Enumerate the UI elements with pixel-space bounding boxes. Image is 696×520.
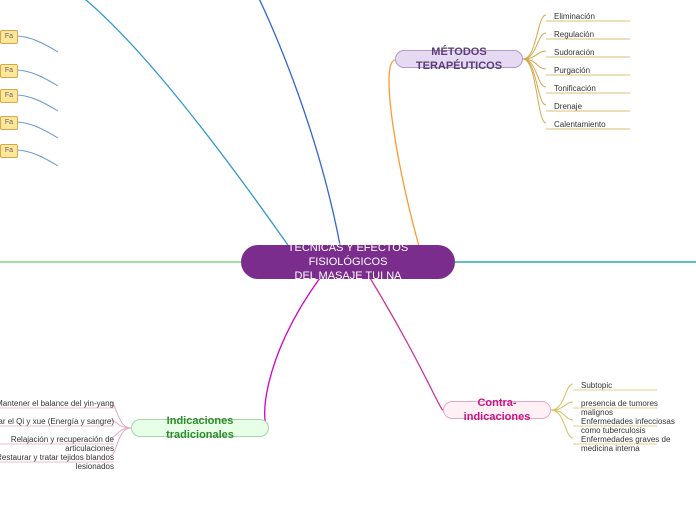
leaf: Enfermedades graves de medicina interna <box>577 433 696 455</box>
root-node[interactable]: TÉCNICAS Y EFECTOS FISIOLÓGICOS DEL MASAJ… <box>241 245 455 279</box>
leaf: Sudoración <box>550 46 598 59</box>
fa-box: Fa <box>0 30 18 44</box>
leaf: Drenaje <box>550 100 586 113</box>
leaf: Purgación <box>550 64 594 77</box>
fa-box: Fa <box>0 144 18 158</box>
branch-contra[interactable]: Contra-indicaciones <box>443 401 551 419</box>
leaf: Eliminación <box>550 10 599 23</box>
root-line1: TÉCNICAS Y EFECTOS FISIOLÓGICOS <box>288 242 408 268</box>
branch-metodos[interactable]: MÉTODOS TERAPÉUTICOS <box>395 50 523 68</box>
fa-box: Fa <box>0 89 18 103</box>
leaf: Regular el Qi y xue (Energía y sangre) <box>0 415 118 428</box>
fa-box: Fa <box>0 64 18 78</box>
leaf: Calentamiento <box>550 118 610 131</box>
leaf: Subtopic <box>577 379 616 392</box>
leaf: Regulación <box>550 28 598 41</box>
root-line2: DEL MASAJE TUI NA <box>295 270 402 282</box>
leaf: Restaurar y tratar tejidos blandos lesio… <box>0 451 118 473</box>
fa-box: Fa <box>0 116 18 130</box>
leaf: Tonificación <box>550 82 600 95</box>
branch-indic[interactable]: Indicaciones tradicionales <box>131 419 269 437</box>
leaf: Mantener el balance del yin-yang <box>0 397 118 410</box>
